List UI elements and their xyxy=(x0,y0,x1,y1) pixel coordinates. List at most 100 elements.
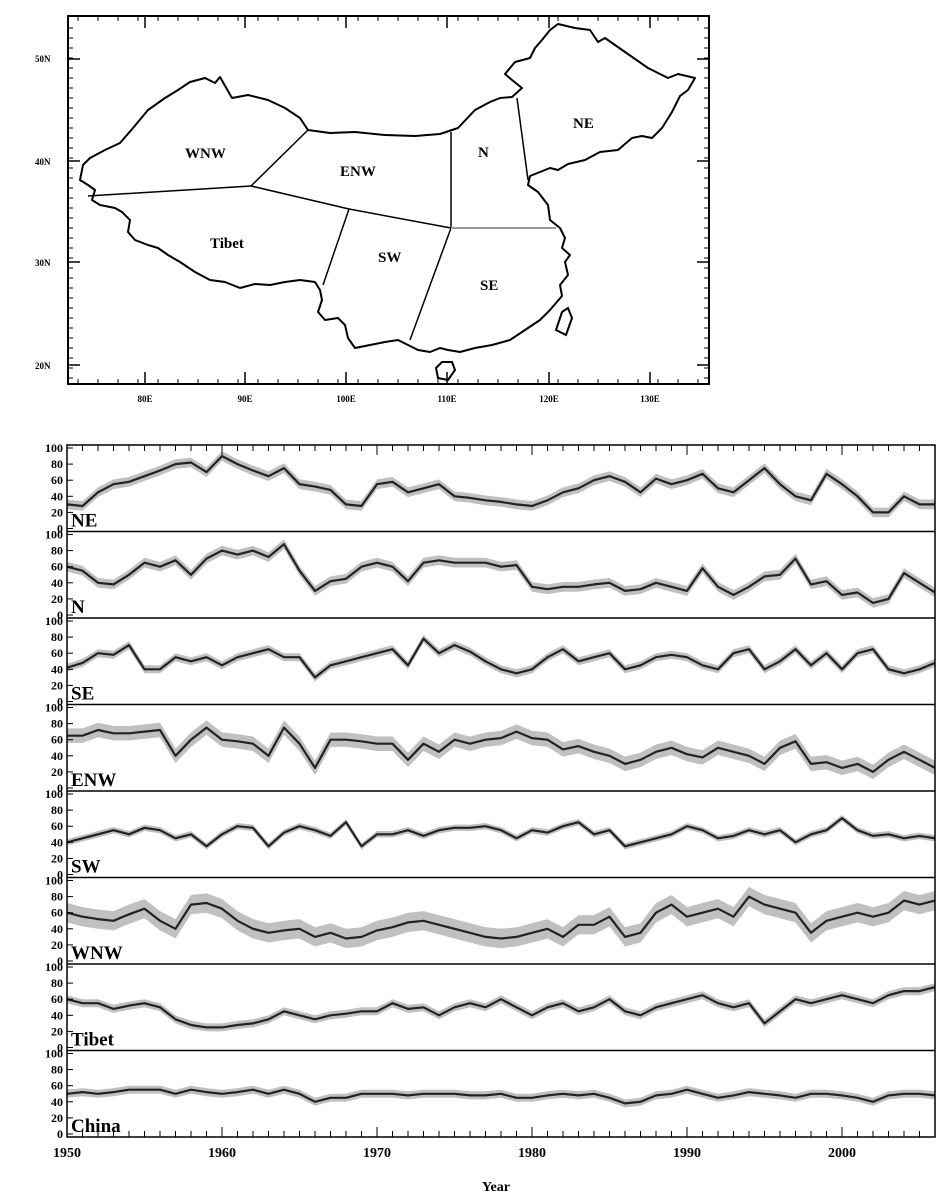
uncertainty-band xyxy=(67,451,935,518)
series-line xyxy=(66,986,936,1029)
uncertainty-band xyxy=(67,886,935,949)
y-tick-label: 80 xyxy=(51,976,63,990)
y-tick-label: 20 xyxy=(51,1111,63,1125)
china-outline xyxy=(79,23,696,353)
y-tick-label: 0 xyxy=(57,1041,63,1055)
x-axis-title: Year xyxy=(482,1180,510,1193)
y-tick-label: 20 xyxy=(51,938,63,952)
y-tick-label: 40 xyxy=(51,922,63,936)
panel-label-sw: SW xyxy=(71,857,101,878)
region-boundaries xyxy=(87,97,529,341)
y-tick-label: 100 xyxy=(45,528,63,542)
x-tick-label: 1970 xyxy=(363,1146,391,1161)
panel-tibet: 100 80 60 40 20 0 Tibet xyxy=(45,960,936,1055)
china-region-map: WNW ENW N NE Tibet SW SE 50N 40N 30N 20N… xyxy=(35,15,710,404)
x-tick-label: 1960 xyxy=(208,1146,236,1161)
y-tick-label: 80 xyxy=(51,544,63,558)
panel-sw: 100 80 60 40 20 0 SW xyxy=(45,787,936,882)
region-label-sw: SW xyxy=(378,250,401,266)
lat-label-40n: 40N xyxy=(35,157,51,167)
panel-se: 100 80 60 40 20 0 SE xyxy=(45,614,936,709)
panel-enw: 100 80 60 40 20 0 ENW xyxy=(45,701,936,795)
series-line xyxy=(66,816,936,848)
y-tick-label: 80 xyxy=(51,803,63,817)
uncertainty-band xyxy=(67,720,935,780)
region-label-se: SE xyxy=(480,278,498,294)
panel-label-se: SE xyxy=(71,684,94,705)
map-frame xyxy=(67,15,710,385)
lon-label-130e: 130E xyxy=(640,394,660,404)
y-tick-label: 40 xyxy=(51,1008,63,1022)
panel-label-wnw: WNW xyxy=(71,943,123,964)
map-tick-marks xyxy=(68,16,709,384)
panel-china: 100 80 60 40 20 0 China xyxy=(45,1047,936,1141)
lon-label-100e: 100E xyxy=(336,394,356,404)
series-line xyxy=(67,726,936,774)
hainan-island xyxy=(434,361,457,382)
y-tick-label: 40 xyxy=(51,835,63,849)
y-tick-label: 60 xyxy=(51,560,63,574)
y-tick-label: 80 xyxy=(51,717,63,731)
x-tick-label: 1950 xyxy=(53,1146,81,1161)
y-tick-label: 20 xyxy=(51,1024,63,1038)
y-tick-label: 20 xyxy=(51,678,63,692)
y-tick-label: 0 xyxy=(57,868,63,882)
y-tick-label: 60 xyxy=(51,906,63,920)
panel-label-tibet: Tibet xyxy=(71,1030,115,1051)
panel-label-ne: NE xyxy=(71,511,97,532)
y-tick-label: 40 xyxy=(51,489,63,503)
y-tick-label: 40 xyxy=(51,576,63,590)
y-tick-label: 0 xyxy=(57,695,63,709)
x-tick-label: 2000 xyxy=(828,1146,856,1161)
y-tick-label: 0 xyxy=(57,1127,63,1141)
region-label-tibet: Tibet xyxy=(210,236,244,252)
x-axis: 1950 1960 1970 1980 1990 2000 xyxy=(53,445,936,1161)
y-tick-label: 0 xyxy=(57,781,63,795)
y-tick-label: 100 xyxy=(45,874,63,888)
y-tick-label: 100 xyxy=(45,1047,63,1061)
x-tick-label: 1980 xyxy=(518,1146,546,1161)
lon-label-120e: 120E xyxy=(539,394,559,404)
panel-label-china: China xyxy=(71,1116,121,1137)
y-tick-label: 80 xyxy=(51,457,63,471)
y-tick-label: 20 xyxy=(51,592,63,606)
region-label-ne: NE xyxy=(573,116,594,132)
y-tick-label: 40 xyxy=(51,1095,63,1109)
y-tick-label: 60 xyxy=(51,992,63,1006)
y-tick-label: 100 xyxy=(45,701,63,715)
y-tick-label: 80 xyxy=(51,630,63,644)
y-tick-label: 40 xyxy=(51,662,63,676)
lat-label-30n: 30N xyxy=(35,258,51,268)
y-tick-label: 0 xyxy=(57,608,63,622)
y-tick-label: 0 xyxy=(57,954,63,968)
series-line xyxy=(66,895,936,940)
y-tick-label: 40 xyxy=(51,749,63,763)
y-tick-label: 100 xyxy=(45,614,63,628)
series-line xyxy=(66,455,935,514)
series-line xyxy=(66,1088,936,1105)
lon-label-90e: 90E xyxy=(237,394,252,404)
y-tick-label: 0 xyxy=(57,522,63,536)
series-line xyxy=(66,637,936,679)
y-tick-label: 100 xyxy=(45,441,63,455)
lat-label-20n: 20N xyxy=(35,361,51,371)
region-label-enw: ENW xyxy=(340,164,376,180)
y-tick-label: 60 xyxy=(51,646,63,660)
lon-label-80e: 80E xyxy=(137,394,152,404)
region-label-n: N xyxy=(478,145,489,161)
region-label-wnw: WNW xyxy=(185,146,226,162)
lat-label-50n: 50N xyxy=(35,54,51,64)
uncertainty-band xyxy=(67,1085,935,1108)
y-tick-label: 100 xyxy=(45,787,63,801)
uncertainty-band xyxy=(67,983,935,1032)
x-tick-label: 1990 xyxy=(673,1146,701,1161)
y-tick-label: 60 xyxy=(51,819,63,833)
series-line xyxy=(66,543,936,605)
panel-n: 100 80 60 40 20 0 N xyxy=(45,528,936,622)
y-tick-label: 80 xyxy=(51,1063,63,1077)
y-tick-label: 60 xyxy=(51,1079,63,1093)
y-tick-label: 20 xyxy=(51,851,63,865)
